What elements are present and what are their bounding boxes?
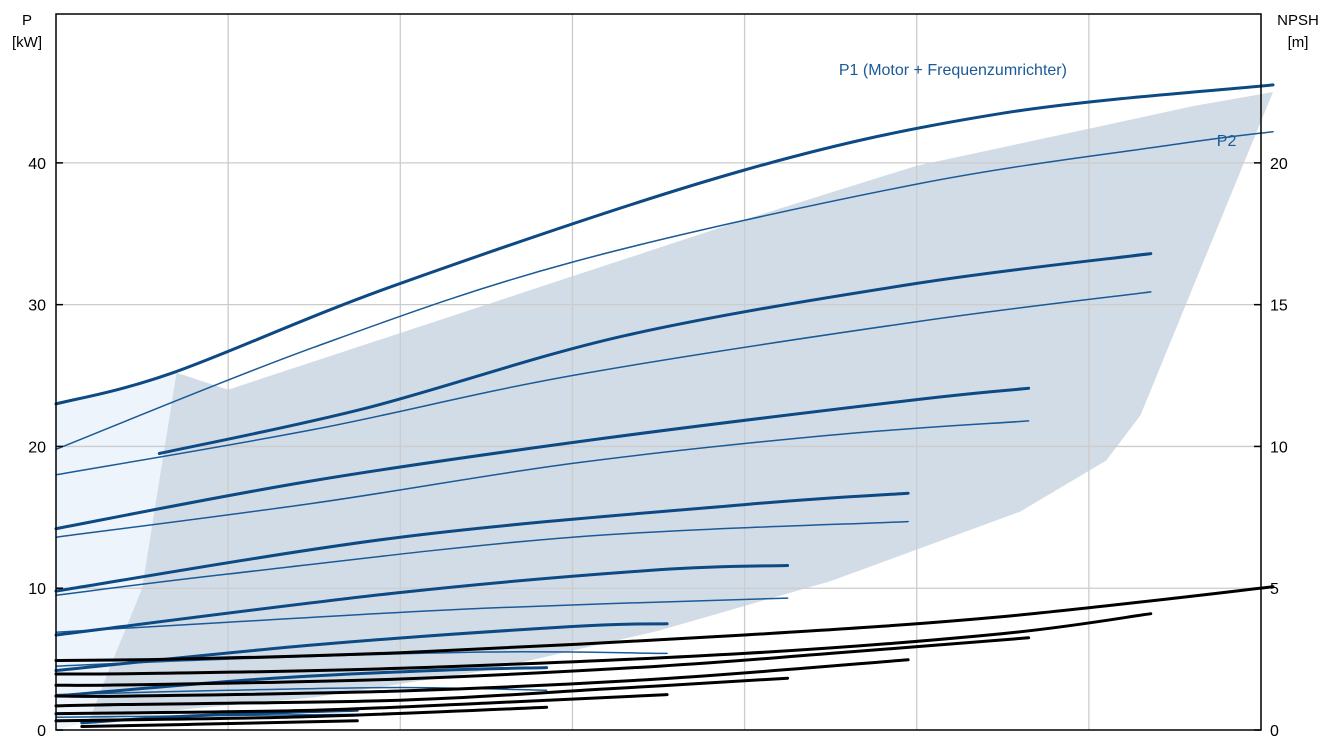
p1-curve bbox=[54, 83, 1275, 406]
p2-curve bbox=[55, 130, 1274, 451]
npsh-curve bbox=[54, 612, 1153, 676]
p1-curve bbox=[54, 491, 910, 593]
p1-curve bbox=[54, 386, 1031, 531]
operating-area bbox=[88, 92, 1274, 730]
y-right-tick-label: 15 bbox=[1270, 298, 1288, 315]
y-right-tick-label: 10 bbox=[1270, 439, 1288, 456]
y-left-tick-label: 0 bbox=[37, 723, 46, 736]
plot-frame bbox=[55, 13, 1262, 731]
npsh-curve bbox=[54, 693, 669, 716]
npsh-curve bbox=[80, 719, 359, 728]
series-layer bbox=[54, 83, 1275, 728]
npsh-curve bbox=[54, 585, 1275, 662]
p1-curve bbox=[157, 252, 1153, 455]
y-right-tick-label: 0 bbox=[1270, 723, 1279, 736]
area-layer bbox=[56, 92, 1274, 730]
y-left-title-line1: P bbox=[22, 12, 32, 29]
low-flow-area bbox=[56, 372, 177, 730]
annotation-p1: P1 (Motor + Frequenzumrichter) bbox=[839, 62, 1067, 79]
p2-curve bbox=[55, 520, 909, 597]
annotation-p2: P2 bbox=[1217, 133, 1237, 150]
p1-curve bbox=[54, 564, 790, 637]
npsh-curve bbox=[54, 705, 549, 723]
y-right-tick-label: 5 bbox=[1270, 581, 1279, 598]
y-left-tick-label: 10 bbox=[28, 581, 46, 598]
y-left-tick-label: 20 bbox=[28, 439, 46, 456]
p2-curve bbox=[55, 291, 1152, 476]
p2-curve bbox=[55, 597, 789, 633]
y-left-tick-label: 30 bbox=[28, 298, 46, 315]
y-right-title-line1: NPSH bbox=[1277, 12, 1319, 29]
y-left-tick-label: 40 bbox=[28, 156, 46, 173]
y-right-title-line2: [m] bbox=[1288, 34, 1309, 51]
p1-curve bbox=[54, 666, 549, 698]
tick-layer: 0 10 20 30 40 0 5 10 15 20 bbox=[28, 156, 1288, 736]
plot-border bbox=[55, 13, 1262, 731]
npsh-curve bbox=[54, 636, 1031, 687]
npsh-curve bbox=[54, 658, 910, 698]
y-right-tick-label: 20 bbox=[1270, 156, 1288, 173]
grid-layer bbox=[56, 14, 1262, 730]
npsh-curve bbox=[54, 676, 790, 708]
y-left-title-line2: [kW] bbox=[12, 34, 42, 51]
p2-curve bbox=[55, 420, 1030, 538]
